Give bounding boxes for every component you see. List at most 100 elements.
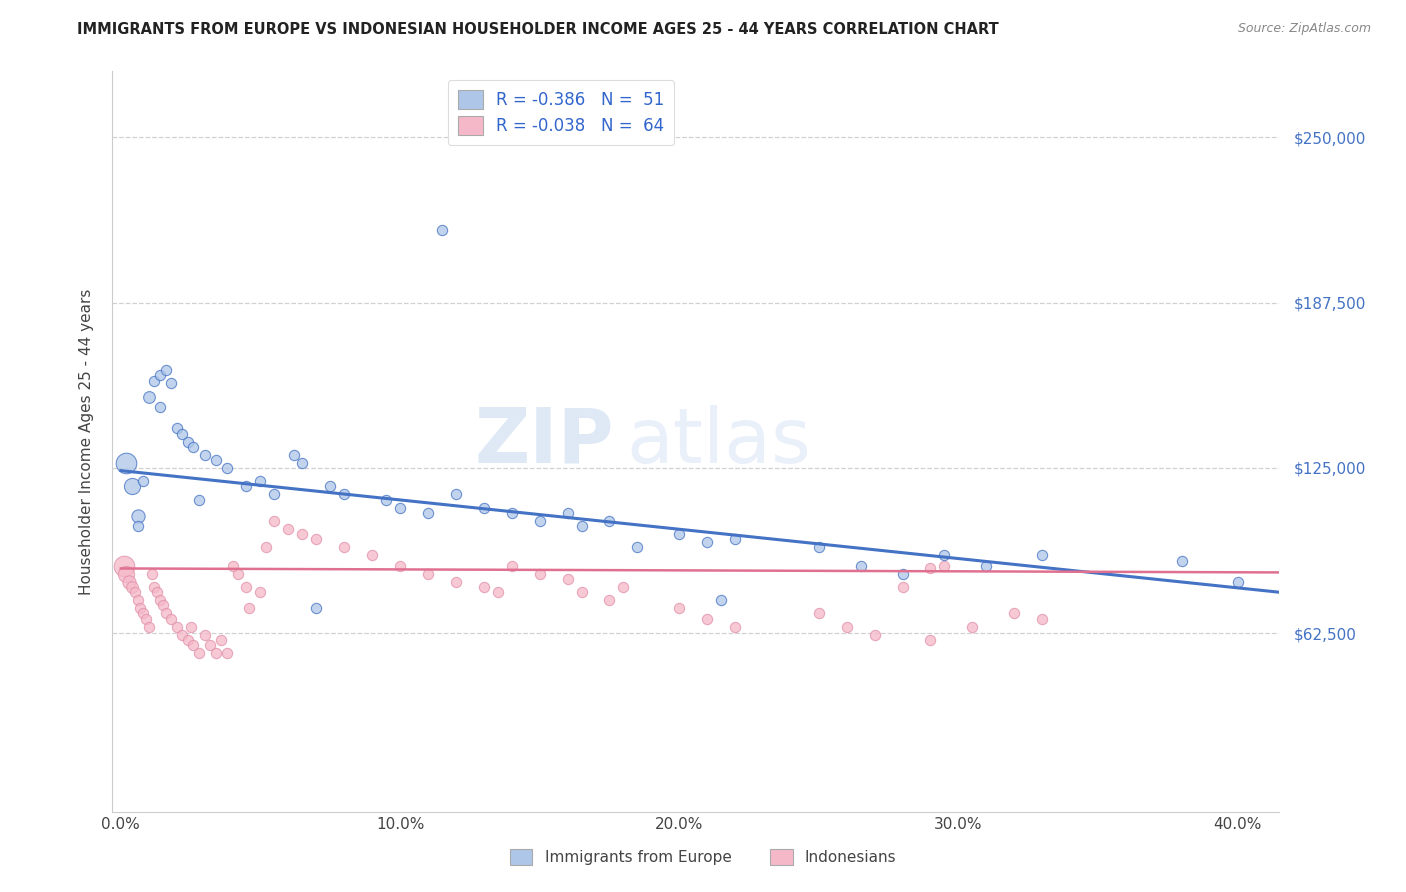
Point [198, 638, 221, 652]
Point [598, 514, 620, 528]
Point [891, 580, 914, 594]
Point [188, 646, 211, 660]
Point [612, 580, 634, 594]
Point [416, 506, 439, 520]
Point [143, 374, 166, 388]
Point [166, 620, 188, 634]
Point [183, 440, 205, 454]
Point [183, 638, 205, 652]
Point [277, 522, 299, 536]
Point [177, 434, 200, 449]
Point [430, 223, 453, 237]
Point [291, 527, 314, 541]
Point [501, 558, 523, 573]
Y-axis label: Householder Income Ages 25 - 44 years: Householder Income Ages 25 - 44 years [79, 288, 94, 595]
Point [807, 607, 830, 621]
Text: ZIP: ZIP [475, 405, 614, 478]
Text: Source: ZipAtlas.com: Source: ZipAtlas.com [1237, 22, 1371, 36]
Text: IMMIGRANTS FROM EUROPE VS INDONESIAN HOUSEHOLDER INCOME AGES 25 - 44 YEARS CORRE: IMMIGRANTS FROM EUROPE VS INDONESIAN HOU… [77, 22, 1000, 37]
Point [121, 580, 143, 594]
Point [166, 421, 188, 435]
Point [263, 487, 285, 501]
Point [204, 646, 226, 660]
Point [598, 593, 620, 607]
Point [152, 599, 174, 613]
Point [571, 519, 593, 533]
Point [143, 580, 166, 594]
Point [188, 492, 211, 507]
Point [333, 487, 356, 501]
Point [141, 566, 163, 581]
Point [626, 541, 648, 555]
Point [215, 646, 238, 660]
Point [215, 461, 238, 475]
Point [529, 514, 551, 528]
Point [127, 519, 149, 533]
Point [121, 479, 143, 493]
Point [319, 479, 342, 493]
Point [305, 533, 328, 547]
Point [238, 601, 260, 615]
Point [444, 487, 467, 501]
Legend: Immigrants from Europe, Indonesians: Immigrants from Europe, Indonesians [503, 843, 903, 871]
Point [557, 506, 579, 520]
Point [177, 632, 200, 647]
Point [571, 585, 593, 599]
Point [375, 492, 398, 507]
Point [934, 548, 956, 562]
Point [127, 593, 149, 607]
Point [138, 620, 160, 634]
Point [249, 585, 271, 599]
Point [976, 558, 998, 573]
Text: atlas: atlas [626, 405, 811, 478]
Point [1171, 553, 1194, 567]
Point [962, 620, 984, 634]
Point [472, 580, 495, 594]
Point [361, 548, 384, 562]
Point [486, 585, 509, 599]
Point [112, 558, 135, 573]
Point [696, 612, 718, 626]
Point [920, 561, 942, 575]
Point [501, 506, 523, 520]
Point [221, 558, 243, 573]
Point [172, 426, 194, 441]
Point [204, 453, 226, 467]
Point [934, 558, 956, 573]
Point [1031, 548, 1053, 562]
Point [416, 566, 439, 581]
Point [557, 572, 579, 586]
Point [305, 601, 328, 615]
Point [194, 448, 217, 462]
Point [160, 376, 183, 391]
Point [472, 500, 495, 515]
Point [389, 500, 412, 515]
Point [835, 620, 858, 634]
Point [724, 620, 747, 634]
Point [135, 612, 157, 626]
Point [138, 390, 160, 404]
Point [127, 508, 149, 523]
Point [249, 474, 271, 488]
Point [333, 541, 356, 555]
Point [1226, 574, 1249, 589]
Point [172, 627, 194, 641]
Point [115, 456, 138, 470]
Point [891, 566, 914, 581]
Point [129, 601, 152, 615]
Point [124, 585, 146, 599]
Point [180, 620, 202, 634]
Point [235, 580, 257, 594]
Point [920, 632, 942, 647]
Point [863, 627, 886, 641]
Point [668, 601, 690, 615]
Point [291, 456, 314, 470]
Point [155, 607, 177, 621]
Point [235, 479, 257, 493]
Point [529, 566, 551, 581]
Point [1002, 607, 1025, 621]
Point [263, 514, 285, 528]
Point [389, 558, 412, 573]
Point [149, 400, 172, 414]
Point [146, 585, 169, 599]
